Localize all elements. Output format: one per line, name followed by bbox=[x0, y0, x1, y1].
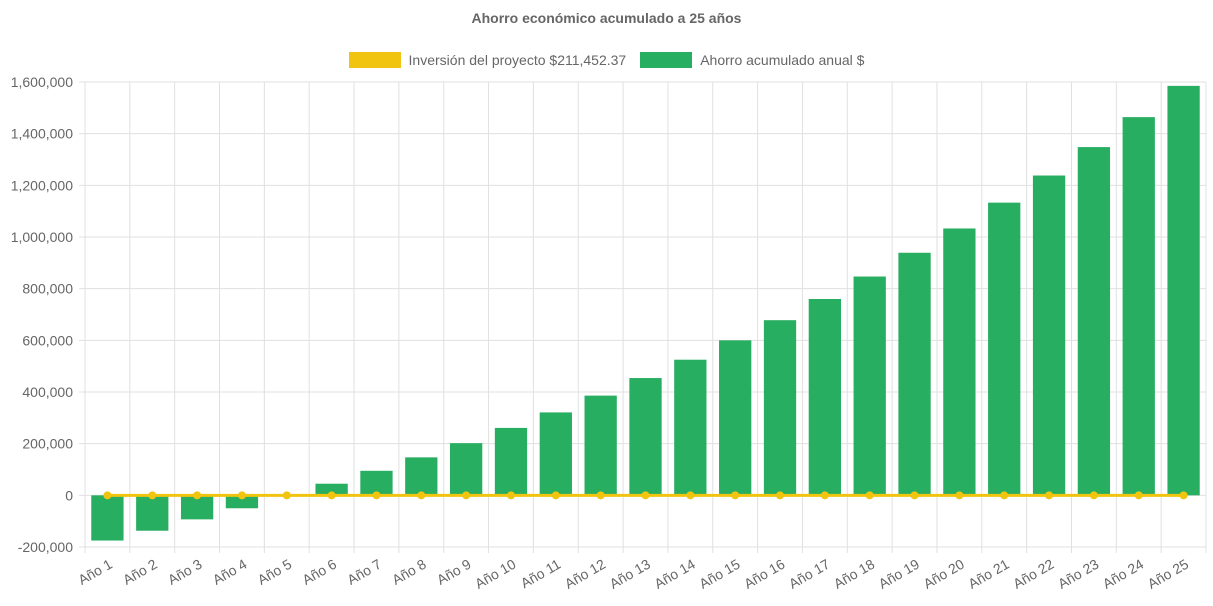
bar-18 bbox=[853, 276, 886, 496]
legend-label-savings: Ahorro acumulado anual $ bbox=[700, 52, 865, 68]
y-tick-label: 1,600,000 bbox=[11, 74, 73, 90]
x-tick-label: Año 6 bbox=[299, 556, 339, 588]
bar-21 bbox=[988, 202, 1021, 496]
bar-12 bbox=[584, 395, 617, 496]
x-tick-label: Año 14 bbox=[651, 556, 698, 592]
investment-point-24 bbox=[1134, 491, 1143, 500]
y-tick-label: 1,200,000 bbox=[11, 177, 73, 193]
investment-point-15 bbox=[731, 491, 740, 500]
investment-point-17 bbox=[820, 491, 829, 500]
x-tick-label: Año 5 bbox=[255, 556, 295, 588]
investment-point-1 bbox=[103, 491, 112, 500]
x-tick-label: Año 10 bbox=[472, 556, 519, 592]
legend-item-investment[interactable]: Inversión del proyecto $211,452.37 bbox=[348, 52, 627, 68]
bar-19 bbox=[898, 252, 931, 496]
investment-point-6 bbox=[327, 491, 336, 500]
bar-1 bbox=[91, 495, 124, 541]
investment-point-23 bbox=[1089, 491, 1098, 500]
x-tick-label: Año 13 bbox=[607, 556, 654, 592]
x-tick-label: Año 9 bbox=[434, 556, 474, 588]
chart-title: Ahorro económico acumulado a 25 años bbox=[471, 10, 742, 26]
bar-15 bbox=[719, 340, 752, 496]
legend-label-investment: Inversión del proyecto $211,452.37 bbox=[408, 52, 627, 68]
y-tick-label: 1,000,000 bbox=[11, 229, 73, 245]
x-tick-label: Año 8 bbox=[389, 556, 429, 588]
y-tick-label: 400,000 bbox=[22, 384, 73, 400]
legend-swatch-savings bbox=[640, 52, 693, 68]
investment-point-21 bbox=[1000, 491, 1009, 500]
x-tick-label: Año 20 bbox=[920, 556, 967, 592]
bar-10 bbox=[494, 427, 528, 496]
x-tick-label: Año 16 bbox=[741, 556, 788, 592]
bar-2 bbox=[136, 495, 169, 531]
x-tick-label: Año 22 bbox=[1010, 556, 1057, 592]
bar-24 bbox=[1122, 117, 1155, 496]
bar-22 bbox=[1032, 175, 1066, 496]
investment-point-16 bbox=[776, 491, 785, 500]
x-tick-label: Año 11 bbox=[518, 556, 564, 592]
investment-point-5 bbox=[282, 491, 291, 500]
investment-point-18 bbox=[865, 491, 874, 500]
x-tick-label: Año 17 bbox=[786, 556, 833, 592]
bar-16 bbox=[763, 320, 797, 496]
bar-14 bbox=[674, 359, 707, 496]
y-tick-label: 0 bbox=[65, 487, 73, 503]
x-tick-label: Año 3 bbox=[165, 556, 205, 588]
bar-17 bbox=[808, 299, 842, 496]
investment-point-12 bbox=[596, 491, 605, 500]
bar-7 bbox=[360, 470, 393, 496]
bar-8 bbox=[405, 457, 438, 496]
investment-point-19 bbox=[910, 491, 919, 500]
x-tick-label: Año 7 bbox=[344, 556, 384, 588]
investment-point-8 bbox=[417, 491, 426, 500]
bar-4 bbox=[225, 495, 259, 509]
investment-point-20 bbox=[955, 491, 964, 500]
investment-point-25 bbox=[1179, 491, 1188, 500]
x-tick-label: Año 4 bbox=[210, 556, 250, 588]
bar-25 bbox=[1167, 85, 1200, 496]
x-tick-label: Año 12 bbox=[562, 556, 609, 592]
investment-point-10 bbox=[506, 491, 515, 500]
y-tick-label: 200,000 bbox=[22, 436, 73, 452]
investment-point-9 bbox=[462, 491, 471, 500]
x-tick-label: Año 1 bbox=[75, 556, 115, 588]
x-tick-label: Año 19 bbox=[876, 556, 923, 592]
investment-point-7 bbox=[372, 491, 381, 500]
bar-13 bbox=[629, 378, 662, 496]
legend-item-savings[interactable]: Ahorro acumulado anual $ bbox=[640, 52, 864, 68]
y-tick-label: -200,000 bbox=[18, 539, 73, 555]
x-tick-label: Año 25 bbox=[1145, 556, 1192, 592]
bar-11 bbox=[539, 412, 572, 496]
bar-3 bbox=[180, 495, 214, 520]
investment-point-14 bbox=[686, 491, 695, 500]
bar-6 bbox=[315, 483, 348, 496]
x-tick-label: Año 15 bbox=[696, 556, 743, 592]
y-tick-label: 1,400,000 bbox=[11, 126, 73, 142]
investment-point-13 bbox=[641, 491, 650, 500]
bar-20 bbox=[943, 228, 976, 496]
y-tick-label: 600,000 bbox=[22, 332, 73, 348]
chart-legend: Inversión del proyecto $211,452.37 Ahorr… bbox=[0, 52, 1213, 68]
x-tick-label: Año 24 bbox=[1100, 556, 1147, 592]
x-tick-label: Año 2 bbox=[120, 556, 160, 588]
x-tick-label: Año 23 bbox=[1055, 556, 1102, 592]
investment-point-3 bbox=[193, 491, 202, 500]
investment-point-22 bbox=[1045, 491, 1054, 500]
bar-9 bbox=[449, 443, 483, 496]
x-tick-label: Año 18 bbox=[831, 556, 878, 592]
legend-swatch-investment bbox=[348, 52, 401, 68]
y-tick-label: 800,000 bbox=[22, 281, 73, 297]
bar-23 bbox=[1077, 147, 1111, 496]
x-tick-label: Año 21 bbox=[965, 556, 1012, 592]
investment-point-2 bbox=[148, 491, 157, 500]
investment-point-4 bbox=[237, 491, 246, 500]
investment-point-11 bbox=[551, 491, 560, 500]
